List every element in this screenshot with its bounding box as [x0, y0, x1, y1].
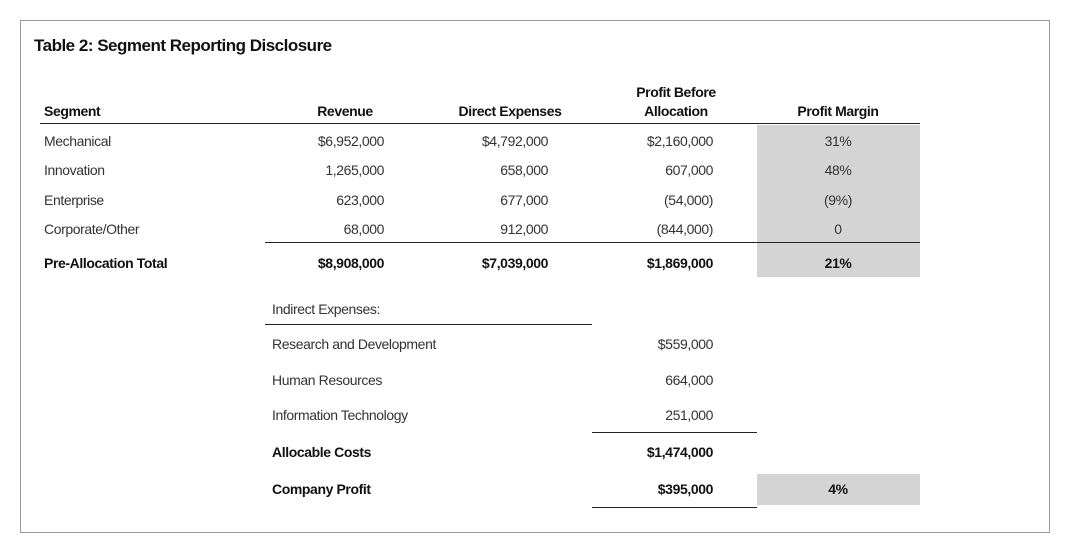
table-title: Table 2: Segment Reporting Disclosure	[34, 36, 332, 55]
segment-name: Corporate/Other	[44, 220, 140, 237]
column-header: Profit Before	[636, 84, 716, 100]
column-header: Segment	[44, 103, 101, 119]
cell-value: (9%)	[824, 191, 852, 208]
cell-value: 623,000	[336, 191, 384, 208]
allocable-value: $1,474,000	[646, 444, 713, 460]
cell-value: 677,000	[500, 191, 548, 208]
cell-value: 607,000	[665, 162, 713, 179]
cell-value: 0	[834, 220, 842, 237]
total-label: Pre-Allocation Total	[44, 255, 168, 271]
company-profit-margin: 4%	[828, 481, 848, 497]
total-rule	[265, 242, 920, 243]
expense-value: $559,000	[657, 336, 714, 352]
total-value: $1,869,000	[646, 255, 713, 271]
company-profit-label: Company Profit	[272, 481, 371, 497]
segment-name: Innovation	[44, 162, 105, 179]
company-margin-shade	[757, 474, 920, 505]
column-header: Profit Margin	[797, 103, 879, 119]
cell-value: 1,265,000	[325, 162, 384, 179]
column-header: Allocation	[644, 103, 708, 119]
expense-value: 251,000	[665, 407, 713, 423]
expense-label: Research and Development	[272, 336, 436, 352]
cell-value: $6,952,000	[317, 133, 384, 149]
cell-value: $2,160,000	[646, 133, 713, 149]
header-rule	[40, 123, 920, 124]
table-frame	[20, 20, 1050, 533]
cell-value: (844,000)	[656, 220, 714, 237]
total-value: $8,908,000	[317, 255, 384, 271]
company-profit-value: $395,000	[657, 481, 714, 497]
cell-value: 658,000	[500, 162, 548, 179]
allocable-label: Allocable Costs	[272, 444, 372, 460]
total-value: $7,039,000	[481, 255, 548, 271]
margin-column-shade	[757, 125, 920, 277]
indirect-rule	[265, 324, 592, 325]
expense-label: Information Technology	[272, 407, 408, 423]
cell-value: $4,792,000	[481, 133, 548, 149]
expense-label: Human Resources	[272, 372, 382, 388]
total-value: 21%	[824, 255, 852, 271]
expense-value: 664,000	[665, 372, 713, 388]
cell-value: 68,000	[343, 220, 385, 237]
column-header: Direct Expenses	[458, 103, 562, 119]
allocable-rule	[592, 432, 757, 433]
profit-rule	[592, 507, 757, 508]
cell-value: 48%	[824, 162, 852, 179]
segment-name: Mechanical	[44, 133, 111, 149]
column-header: Revenue	[317, 103, 373, 119]
segment-name: Enterprise	[44, 191, 104, 208]
indirect-heading: Indirect Expenses:	[272, 301, 380, 317]
cell-value: 912,000	[500, 220, 548, 237]
cell-value: (54,000)	[664, 191, 713, 208]
cell-value: 31%	[824, 133, 852, 149]
